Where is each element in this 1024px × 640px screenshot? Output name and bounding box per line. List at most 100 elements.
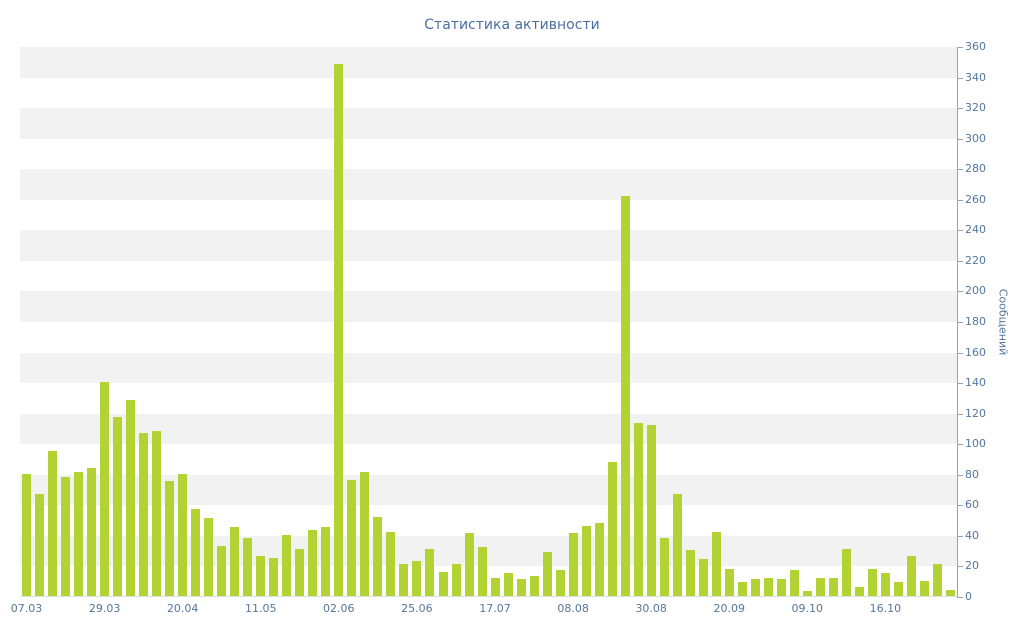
y-tick-label: 120	[965, 406, 986, 420]
bar	[100, 382, 110, 596]
x-axis-label: 30.08	[635, 602, 667, 615]
background-band	[20, 352, 957, 384]
y-tick-mark	[958, 597, 963, 598]
y-tick-label: 320	[965, 101, 986, 115]
x-axis-label: 20.09	[713, 602, 746, 615]
y-tick-mark	[958, 535, 963, 537]
bar	[334, 64, 344, 596]
bar	[802, 591, 812, 596]
bar	[568, 533, 578, 596]
bar	[946, 589, 955, 596]
background-band	[20, 535, 957, 567]
chart-title: Статистика активности	[424, 17, 600, 33]
bar	[217, 545, 227, 596]
y-tick-mark	[958, 413, 963, 415]
background-band	[20, 108, 957, 139]
x-axis-label: 08.08	[557, 602, 589, 615]
bar	[399, 563, 409, 596]
bar	[854, 586, 864, 596]
y-tick-label: 220	[965, 253, 986, 267]
bar	[646, 424, 656, 596]
y-axis-line	[957, 47, 958, 598]
y-tick-label: 240	[965, 223, 986, 237]
x-axis-label: 25.06	[401, 602, 433, 615]
bar	[555, 570, 565, 596]
bar	[880, 573, 890, 596]
y-tick-mark	[958, 352, 963, 354]
bar	[243, 537, 253, 596]
bar	[542, 551, 552, 596]
bar	[503, 573, 513, 596]
y-tick-label: 180	[965, 315, 986, 328]
y-tick-mark	[958, 260, 963, 262]
bar	[464, 533, 474, 596]
x-axis-label: 17.07	[479, 602, 511, 615]
bar	[451, 563, 461, 596]
y-tick-label: 40	[965, 528, 979, 542]
bar	[178, 473, 188, 596]
y-tick-mark	[958, 199, 963, 201]
bar	[633, 423, 643, 596]
bar	[581, 525, 591, 596]
bar	[87, 467, 97, 596]
bar	[841, 548, 851, 596]
background-band	[20, 169, 957, 200]
y-tick-mark	[958, 77, 963, 79]
bar	[737, 582, 747, 596]
y-tick-mark	[958, 230, 963, 232]
y-tick-label: 260	[965, 192, 986, 206]
y-tick-label: 60	[965, 498, 979, 512]
x-axis-label: 07.03	[10, 602, 43, 615]
bar	[61, 476, 70, 596]
x-axis-label: 16.10	[869, 602, 902, 615]
bar	[828, 577, 838, 596]
background-band	[20, 413, 957, 445]
y-tick-label: 300	[965, 131, 986, 145]
bar	[620, 195, 630, 596]
x-axis-label: 09.10	[791, 602, 824, 615]
y-tick-mark	[958, 138, 963, 140]
bar	[815, 577, 825, 596]
bar	[685, 550, 695, 596]
y-tick-mark	[958, 108, 963, 110]
bar	[750, 579, 760, 596]
bar	[139, 432, 149, 596]
x-axis-label: 29.03	[88, 602, 121, 615]
bar	[594, 522, 604, 596]
bar	[191, 508, 201, 596]
bar	[529, 576, 539, 596]
bar	[672, 493, 682, 596]
y-tick-label: 280	[965, 162, 986, 176]
bar	[308, 530, 318, 596]
y-tick-mark	[958, 322, 963, 323]
y-tick-label: 20	[965, 559, 979, 573]
bar	[920, 580, 929, 596]
y-tick-mark	[958, 444, 963, 446]
bar	[360, 472, 370, 596]
y-tick-mark	[958, 566, 963, 568]
bar	[256, 556, 266, 596]
y-tick-label: 340	[965, 70, 986, 84]
plot-area	[20, 47, 957, 597]
bar	[789, 570, 799, 596]
bar	[763, 577, 773, 596]
bar	[893, 582, 903, 596]
y-tick-mark	[958, 47, 963, 48]
bar	[490, 577, 500, 596]
bar	[113, 417, 123, 596]
y-tick-label: 200	[965, 284, 986, 298]
background-band	[20, 474, 957, 506]
y-tick-label: 360	[965, 40, 986, 53]
y-tick-mark	[958, 169, 963, 171]
bar	[711, 531, 721, 596]
background-band	[20, 291, 957, 322]
bar	[907, 556, 916, 596]
bar	[126, 400, 136, 596]
bar	[933, 563, 942, 596]
bar	[516, 579, 526, 596]
bar	[412, 560, 422, 596]
bar	[282, 534, 292, 596]
bar	[48, 450, 57, 596]
bar	[35, 493, 44, 596]
y-tick-label: 100	[965, 437, 986, 451]
